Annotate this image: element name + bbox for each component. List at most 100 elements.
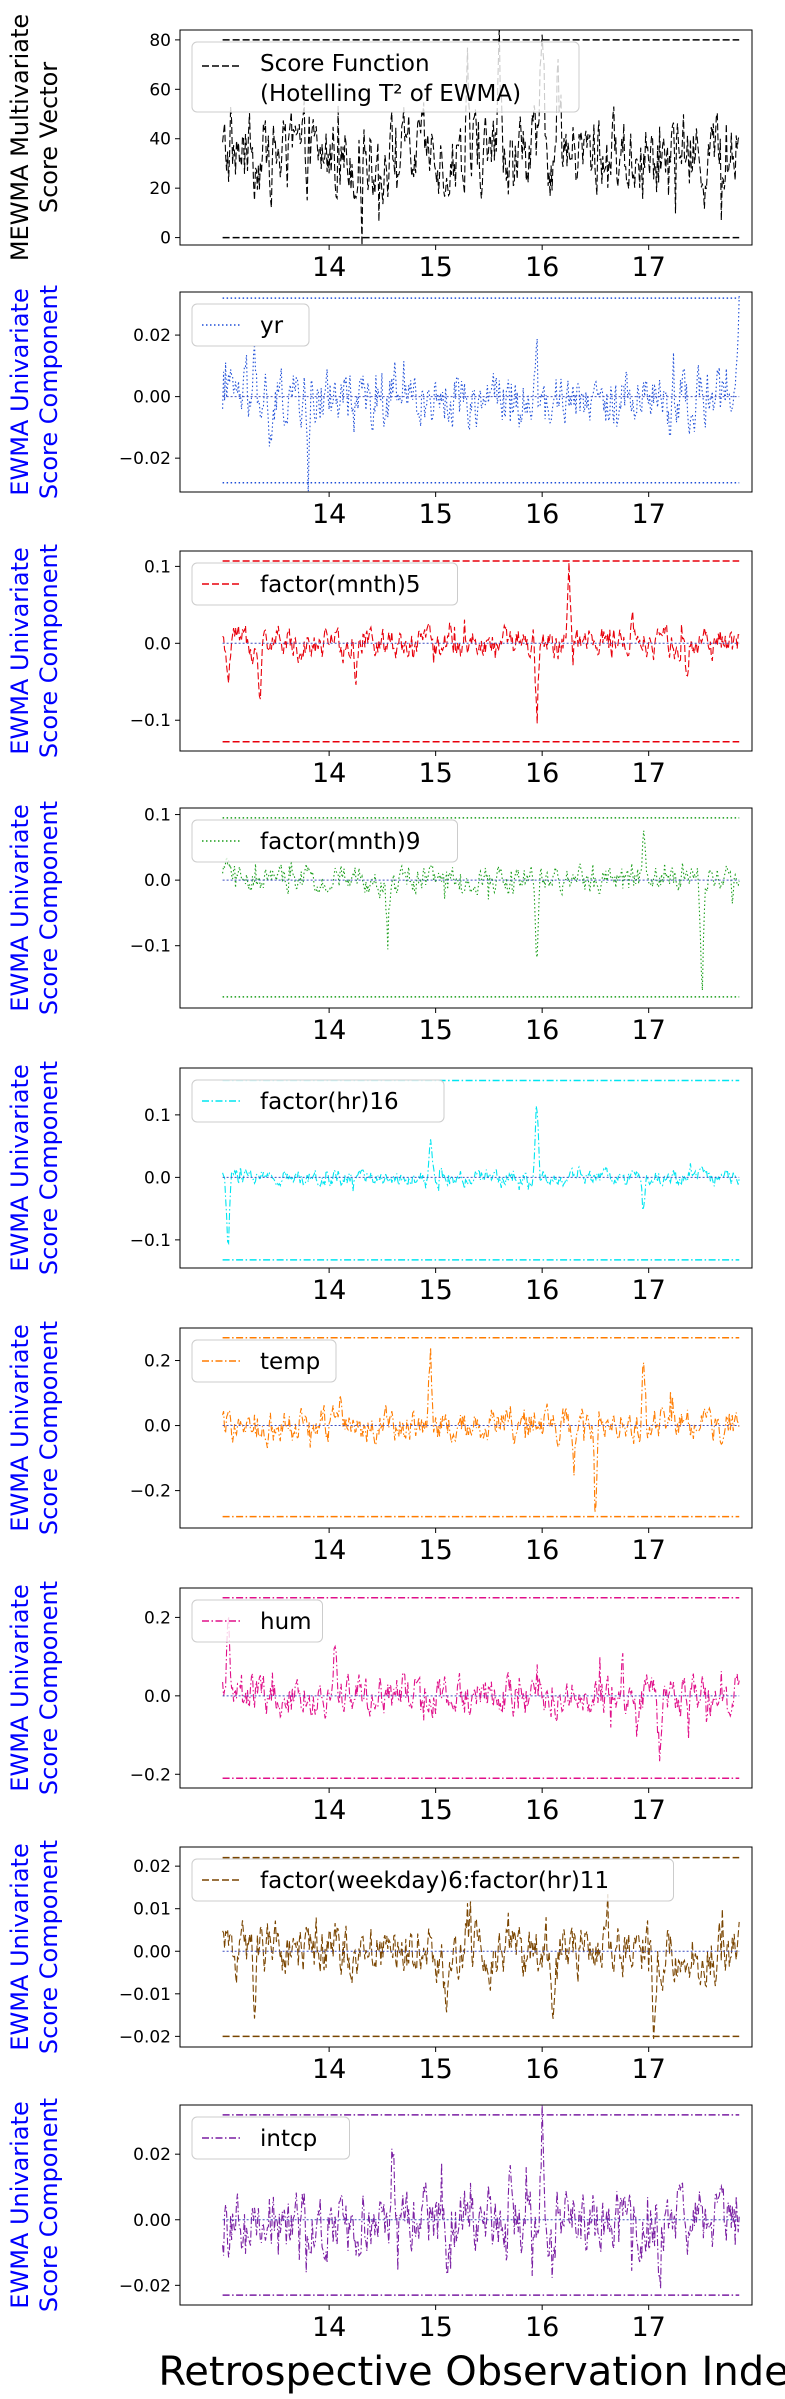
y-tick-label: −0.02 bbox=[119, 449, 171, 469]
subplot-2: −0.02 0.00 0.02 14 15 16 17 EWMA UnivariateScor… bbox=[6, 285, 753, 530]
legend-label: (Hotelling T² of EWMA) bbox=[260, 81, 521, 107]
x-tick-label: 17 bbox=[631, 499, 665, 530]
x-tick-label: 16 bbox=[525, 252, 559, 283]
y-tick-label: 0.2 bbox=[144, 1608, 171, 1628]
series-line bbox=[222, 295, 740, 492]
legend-box bbox=[191, 1079, 445, 1123]
subplot-9: −0.02 0.00 0.02 14 15 16 17 EWMA UnivariateScor… bbox=[6, 2098, 753, 2343]
x-tick-label: 15 bbox=[418, 1275, 452, 1306]
y-tick-label: 0.00 bbox=[133, 2211, 171, 2231]
legend-box bbox=[191, 41, 580, 113]
subplot-3: −0.1 0.0 0.1 14 15 16 17 EWMA UnivariateScore C… bbox=[6, 544, 753, 789]
x-tick-label: 14 bbox=[312, 2054, 346, 2085]
y-tick-label: 0.02 bbox=[133, 1857, 171, 1877]
legend-label: yr bbox=[260, 313, 284, 339]
x-tick-label: 16 bbox=[525, 1015, 559, 1046]
y-tick-label: 0.1 bbox=[144, 1106, 171, 1126]
y-tick-label: 0.00 bbox=[133, 1942, 171, 1962]
x-tick-label: 17 bbox=[631, 758, 665, 789]
x-tick-label: 15 bbox=[418, 2054, 452, 2085]
x-tick-label: 16 bbox=[525, 758, 559, 789]
x-tick-label: 15 bbox=[418, 1015, 452, 1046]
y-axis-label: EWMA UnivariateScore Component bbox=[6, 1840, 63, 2054]
y-tick-label: 0 bbox=[160, 229, 171, 249]
series-line bbox=[222, 562, 740, 724]
x-tick-label: 14 bbox=[312, 758, 346, 789]
y-tick-label: 0.0 bbox=[144, 1687, 171, 1707]
x-tick-label: 16 bbox=[525, 1535, 559, 1566]
subplot-1: 0 20 40 60 80 14 15 16 17 MEWMA MultivariateScore… bbox=[6, 14, 753, 283]
legend-label: Score Function bbox=[260, 51, 430, 77]
series-line bbox=[222, 1616, 740, 1762]
subplot-5: −0.1 0.0 0.1 14 15 16 17 EWMA UnivariateScore C… bbox=[6, 1061, 753, 1306]
legend-box bbox=[191, 303, 310, 347]
y-tick-label: 0.02 bbox=[133, 2145, 171, 2165]
y-tick-label: 60 bbox=[149, 80, 171, 100]
y-axis-label: EWMA UnivariateScore Component bbox=[6, 544, 63, 758]
subplot-4: −0.1 0.0 0.1 14 15 16 17 EWMA UnivariateScore C… bbox=[6, 801, 753, 1046]
legend-label: intcp bbox=[260, 2126, 317, 2152]
y-tick-label: 0.2 bbox=[144, 1352, 171, 1372]
x-tick-label: 17 bbox=[631, 2312, 665, 2343]
series-line bbox=[222, 2105, 740, 2289]
x-axis-label: Retrospective Observation Index bbox=[158, 2349, 785, 2395]
x-tick-label: 15 bbox=[418, 499, 452, 530]
y-tick-label: −0.02 bbox=[119, 2276, 171, 2296]
y-axis-label: EWMA UnivariateScore Component bbox=[6, 285, 63, 499]
x-tick-label: 14 bbox=[312, 1535, 346, 1566]
legend-label: factor(weekday)6:factor(hr)11 bbox=[260, 1868, 609, 1894]
y-tick-label: −0.1 bbox=[130, 711, 171, 731]
legend-label: temp bbox=[260, 1349, 320, 1375]
y-axis-label: EWMA UnivariateScore Component bbox=[6, 1321, 63, 1535]
legend-box bbox=[191, 2116, 350, 2160]
legend-box bbox=[191, 1339, 337, 1383]
series-line bbox=[222, 1105, 740, 1246]
subplot-7: −0.2 0.0 0.2 14 15 16 17 EWMA UnivariateScore C… bbox=[6, 1581, 753, 1826]
y-tick-label: 0.0 bbox=[144, 1168, 171, 1188]
x-tick-label: 17 bbox=[631, 1535, 665, 1566]
legend-box bbox=[191, 819, 458, 863]
axes-frame bbox=[179, 807, 753, 1009]
y-tick-label: 0.01 bbox=[133, 1900, 171, 1920]
x-tick-label: 16 bbox=[525, 1795, 559, 1826]
y-axis-label: EWMA UnivariateScore Component bbox=[6, 2098, 63, 2312]
axes-frame bbox=[179, 1327, 753, 1529]
x-tick-label: 17 bbox=[631, 1015, 665, 1046]
y-axis-label: EWMA UnivariateScore Component bbox=[6, 801, 63, 1015]
series-line bbox=[222, 30, 740, 245]
y-tick-label: 40 bbox=[149, 130, 171, 150]
y-tick-label: 80 bbox=[149, 31, 171, 51]
series-line bbox=[222, 1347, 740, 1513]
subplot-8: −0.02 −0.01 0.00 0.01 0.02 14 15 16 17 EWMA Univa… bbox=[6, 1840, 753, 2085]
y-tick-label: −0.2 bbox=[130, 1765, 171, 1785]
legend-label: factor(hr)16 bbox=[260, 1089, 399, 1115]
legend-box bbox=[191, 1599, 323, 1643]
x-tick-label: 15 bbox=[418, 252, 452, 283]
y-tick-label: −0.1 bbox=[130, 1231, 171, 1251]
x-tick-label: 17 bbox=[631, 1795, 665, 1826]
axes-frame bbox=[179, 29, 753, 246]
y-axis-label: EWMA UnivariateScore Component bbox=[6, 1061, 63, 1275]
series-line bbox=[222, 1894, 740, 2039]
y-tick-label: 0.02 bbox=[133, 326, 171, 346]
x-tick-label: 17 bbox=[631, 2054, 665, 2085]
legend-label: factor(mnth)5 bbox=[260, 572, 421, 598]
y-tick-label: 0.0 bbox=[144, 1417, 171, 1437]
x-tick-label: 17 bbox=[631, 252, 665, 283]
x-tick-label: 15 bbox=[418, 1795, 452, 1826]
axes-frame bbox=[179, 2104, 753, 2306]
legend-label: factor(mnth)9 bbox=[260, 829, 421, 855]
y-tick-label: −0.2 bbox=[130, 1482, 171, 1502]
x-tick-label: 14 bbox=[312, 252, 346, 283]
x-tick-label: 15 bbox=[418, 2312, 452, 2343]
axes-frame bbox=[179, 1846, 753, 2048]
y-tick-label: 0.0 bbox=[144, 634, 171, 654]
y-tick-label: −0.02 bbox=[119, 2027, 171, 2047]
x-tick-label: 14 bbox=[312, 2312, 346, 2343]
x-tick-label: 16 bbox=[525, 2054, 559, 2085]
y-tick-label: 0.0 bbox=[144, 871, 171, 891]
x-tick-label: 16 bbox=[525, 1275, 559, 1306]
y-tick-label: 0.00 bbox=[133, 388, 171, 408]
x-tick-label: 14 bbox=[312, 1015, 346, 1046]
